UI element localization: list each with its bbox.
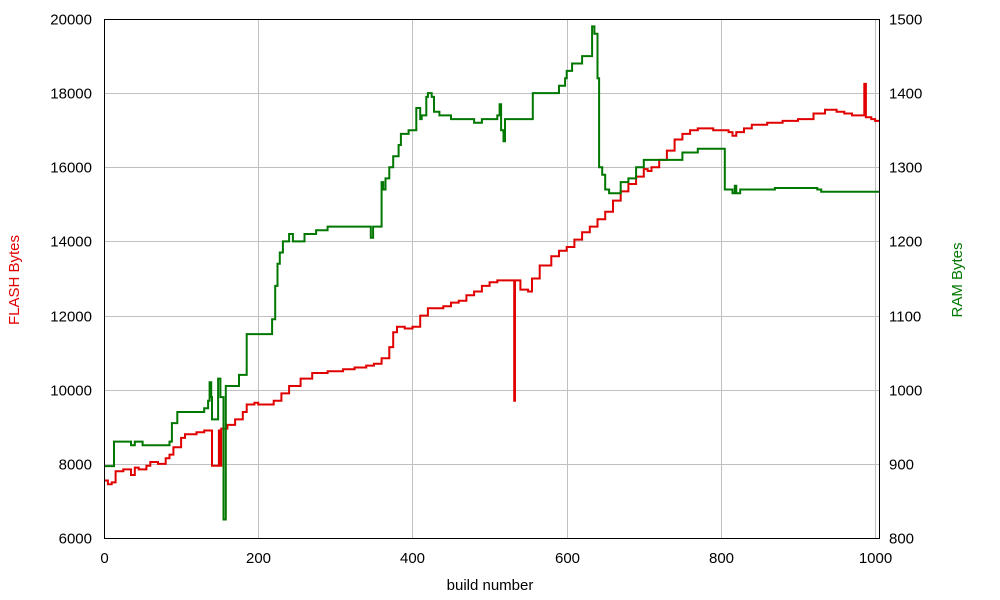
- y-tick-label-left: 20000: [50, 12, 92, 29]
- y-axis-right-title: RAM Bytes: [949, 242, 966, 317]
- x-axis-title: build number: [447, 577, 534, 594]
- y-tick-label-right: 900: [889, 457, 914, 474]
- x-tick-label: 400: [400, 550, 425, 567]
- flash-bytes-line: [104, 82, 879, 486]
- y-tick-label-left: 8000: [59, 457, 92, 474]
- y-tick-label-left: 18000: [50, 86, 92, 103]
- plot-frame: [104, 19, 880, 539]
- y-tick-label-right: 1300: [889, 160, 922, 177]
- y-tick-label-right: 1500: [889, 12, 922, 29]
- y-tick-label-left: 12000: [50, 309, 92, 326]
- y-tick-label-right: 1100: [889, 309, 921, 326]
- x-tick-label: 200: [246, 550, 271, 567]
- series-layer: [104, 25, 879, 521]
- y-tick-label-right: 1400: [889, 86, 922, 103]
- x-tick-label: 800: [709, 550, 734, 567]
- y-tick-label-right: 1000: [889, 383, 922, 400]
- ram-bytes-line: [104, 25, 879, 521]
- y-tick-label-left: 16000: [50, 160, 92, 177]
- x-tick-label: 1000: [859, 550, 892, 567]
- x-tick-label: 600: [555, 550, 580, 567]
- y-tick-label-left: 10000: [50, 383, 92, 400]
- grid: [104, 19, 879, 538]
- y-tick-label-right: 1200: [889, 234, 922, 251]
- y-axis-left-title: FLASH Bytes: [6, 235, 23, 325]
- y-tick-label-left: 14000: [50, 234, 92, 251]
- y-tick-label-left: 6000: [59, 531, 92, 548]
- tick-labels: 0 200 400 600 800 1000 6000 8000 10000 12000 14000…: [50, 12, 922, 568]
- y-tick-label-right: 800: [889, 531, 914, 548]
- x-tick-label: 0: [100, 550, 108, 567]
